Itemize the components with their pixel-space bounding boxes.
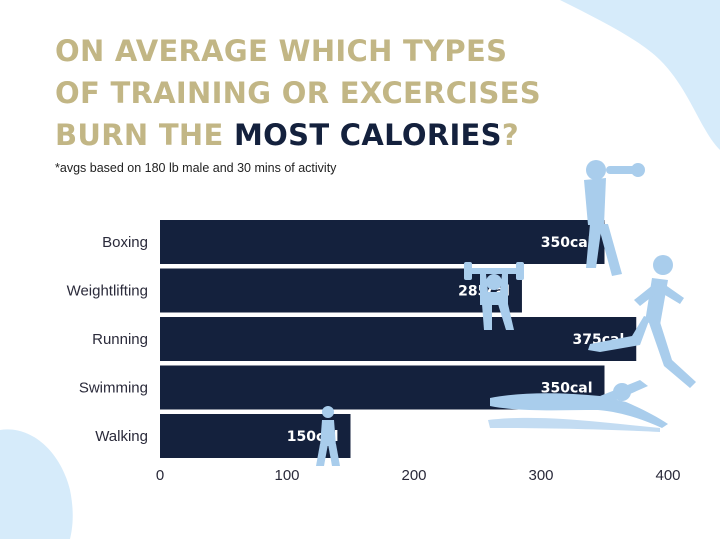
- bar-boxing: [160, 220, 605, 264]
- title-line-1: ON AVERAGE WHICH TYPES: [55, 34, 508, 68]
- category-label-running: Running: [92, 331, 148, 348]
- x-tick-label-100: 100: [274, 467, 299, 484]
- boxer-icon: [584, 160, 645, 276]
- category-labels: Boxing Weightlifting Running Swimming Walkin…: [67, 234, 148, 445]
- x-tick-label-0: 0: [156, 467, 164, 484]
- runner-icon: [588, 255, 696, 388]
- category-label-walking: Walking: [95, 428, 148, 445]
- title-highlight: MOST CALORIES: [234, 118, 502, 152]
- chart-title: ON AVERAGE WHICH TYPES OF TRAINING OR EX…: [55, 30, 575, 156]
- category-label-boxing: Boxing: [102, 234, 148, 251]
- x-tick-label-400: 400: [655, 467, 680, 484]
- value-label-swimming: 350cal: [541, 381, 593, 397]
- bar-weightlifting: [160, 268, 522, 313]
- title-line-3-suffix: ?: [501, 118, 519, 152]
- bar-running: [160, 317, 637, 361]
- category-label-swimming: Swimming: [79, 380, 148, 397]
- bars-layer: 350cal285cal375cal350cal150cal: [160, 220, 637, 458]
- icons-layer: [316, 160, 696, 466]
- bar-walking: [160, 414, 351, 458]
- title-line-3-prefix: BURN THE: [55, 118, 235, 152]
- chart-subtitle: *avgs based on 180 lb male and 30 mins o…: [55, 161, 337, 175]
- weightlifter-icon: [464, 262, 524, 330]
- x-tick-label-300: 300: [528, 467, 553, 484]
- category-label-weightlifting: Weightlifting: [67, 283, 148, 300]
- x-tick-label-200: 200: [401, 467, 426, 484]
- walker-icon: [316, 406, 340, 466]
- x-axis: 0 100 200 300 400: [156, 467, 681, 484]
- value-label-boxing: 350cal: [541, 235, 593, 251]
- background-blob-bottom-left: [0, 429, 73, 539]
- swimmer-icon: [488, 380, 668, 432]
- title-line-2: OF TRAINING OR EXCERCISES: [55, 76, 541, 110]
